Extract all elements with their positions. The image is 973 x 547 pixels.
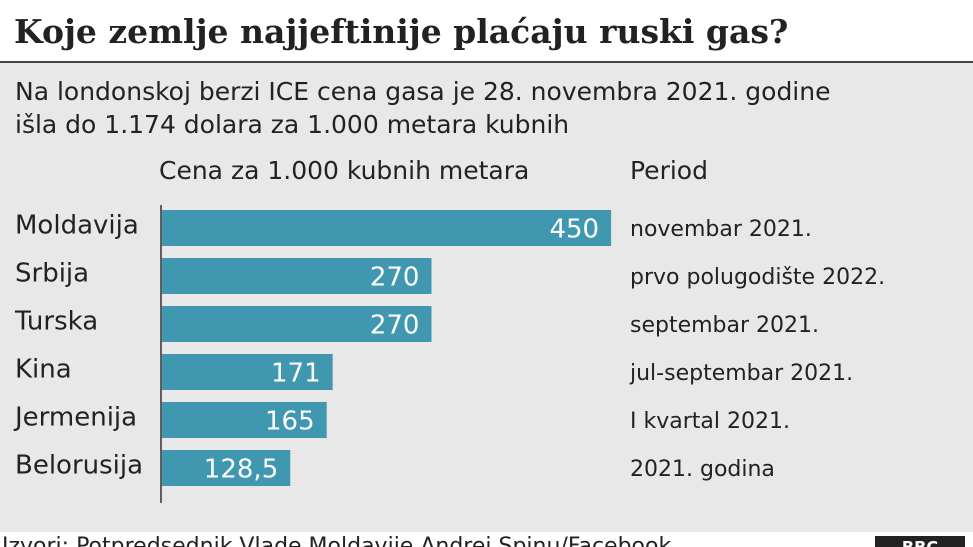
category-label: Kina bbox=[15, 355, 72, 385]
logo: BBC bbox=[902, 538, 938, 547]
category-label: Moldavija bbox=[15, 211, 139, 241]
value-label: 128,5 bbox=[204, 455, 278, 485]
bar bbox=[162, 210, 612, 246]
subtitle: išla do 1.174 dolara za 1.000 metara kub… bbox=[15, 110, 569, 139]
period-label: I kvartal 2021. bbox=[630, 409, 790, 434]
category-label: Jermenija bbox=[13, 403, 137, 433]
value-label: 165 bbox=[265, 407, 315, 437]
title-band bbox=[0, 0, 973, 62]
period-label: novembar 2021. bbox=[630, 217, 812, 242]
bar bbox=[162, 354, 333, 390]
value-label: 270 bbox=[370, 263, 420, 293]
category-label: Srbija bbox=[15, 259, 89, 289]
bar bbox=[162, 402, 327, 438]
bar bbox=[162, 450, 291, 486]
period-label: prvo polugodište 2022. bbox=[630, 265, 885, 290]
period-header: Period bbox=[630, 156, 708, 185]
footer-band bbox=[0, 532, 973, 547]
category-label: Turska bbox=[14, 307, 98, 337]
chart-title: Koje zemlje najjeftinije plaćaju ruski g… bbox=[14, 12, 788, 51]
period-label: 2021. godina bbox=[630, 457, 775, 482]
value-header: Cena za 1.000 kubnih metara bbox=[159, 156, 529, 185]
source: Izvori: Potpredsednik Vlade Moldavije An… bbox=[2, 534, 671, 547]
period-label: jul-septembar 2021. bbox=[629, 361, 853, 386]
period-label: septembar 2021. bbox=[630, 313, 819, 338]
category-label: Belorusija bbox=[15, 451, 143, 481]
value-label: 171 bbox=[271, 359, 321, 389]
bar bbox=[162, 306, 432, 342]
value-label: 270 bbox=[370, 311, 420, 341]
value-label: 450 bbox=[549, 215, 599, 245]
subtitle: Na londonskoj berzi ICE cena gasa je 28.… bbox=[15, 77, 830, 106]
logo-box bbox=[875, 536, 965, 547]
bar bbox=[162, 258, 432, 294]
